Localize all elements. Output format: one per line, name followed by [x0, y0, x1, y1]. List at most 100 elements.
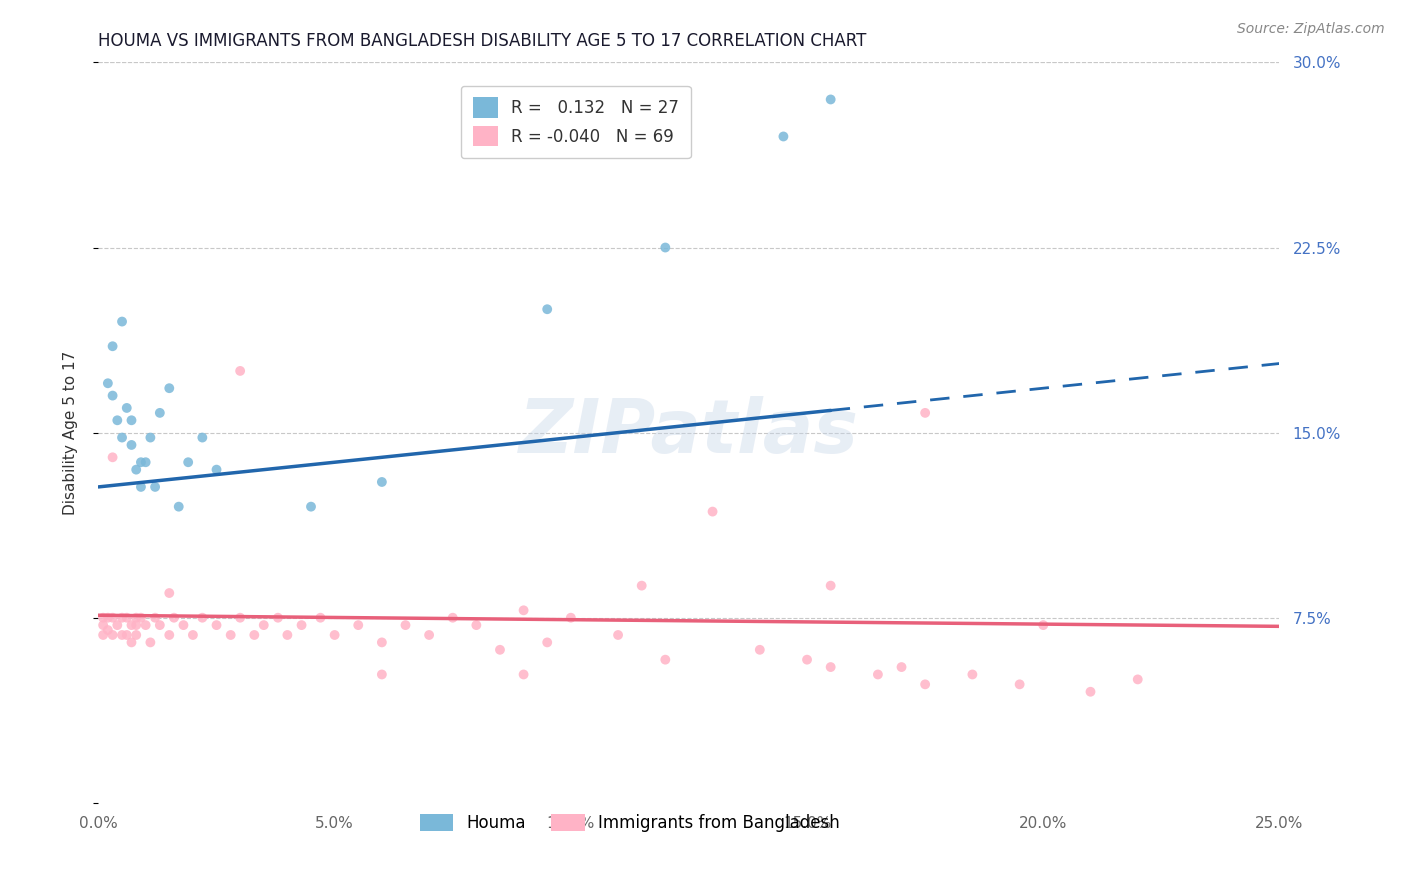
Point	[191, 431, 214, 445]
Point	[702, 505, 724, 519]
Point	[125, 462, 148, 476]
Point	[418, 628, 440, 642]
Point	[229, 364, 252, 378]
Point	[111, 431, 134, 445]
Point	[111, 628, 134, 642]
Point	[914, 677, 936, 691]
Point	[253, 618, 276, 632]
Point	[105, 618, 128, 632]
Point	[243, 628, 266, 642]
Point	[820, 92, 842, 106]
Point	[177, 455, 200, 469]
Point	[97, 376, 120, 391]
Point	[111, 314, 134, 328]
Point	[163, 610, 186, 624]
Point	[820, 660, 842, 674]
Text: Source: ZipAtlas.com: Source: ZipAtlas.com	[1237, 22, 1385, 37]
Point	[205, 618, 228, 632]
Point	[143, 610, 166, 624]
Point	[654, 653, 676, 667]
Point	[772, 129, 794, 144]
Point	[115, 401, 138, 415]
Point	[121, 413, 143, 427]
Point	[371, 635, 394, 649]
Point	[135, 618, 157, 632]
Point	[191, 610, 214, 624]
Point	[796, 653, 818, 667]
Point	[111, 610, 134, 624]
Point	[607, 628, 630, 642]
Point	[157, 586, 180, 600]
Point	[630, 579, 652, 593]
Point	[157, 628, 180, 642]
Point	[205, 462, 228, 476]
Point	[323, 628, 346, 642]
Point	[512, 667, 534, 681]
Point	[91, 628, 114, 642]
Point	[1080, 685, 1102, 699]
Point	[962, 667, 984, 681]
Point	[101, 388, 124, 402]
Point	[394, 618, 416, 632]
Point	[914, 406, 936, 420]
Point	[229, 610, 252, 624]
Point	[125, 628, 148, 642]
Point	[290, 618, 312, 632]
Point	[748, 642, 770, 657]
Point	[309, 610, 332, 624]
Point	[465, 618, 488, 632]
Point	[181, 628, 204, 642]
Point	[97, 610, 120, 624]
Point	[125, 618, 148, 632]
Point	[149, 618, 172, 632]
Point	[101, 628, 124, 642]
Point	[890, 660, 912, 674]
Point	[143, 480, 166, 494]
Y-axis label: Disability Age 5 to 17: Disability Age 5 to 17	[63, 351, 77, 515]
Point	[654, 240, 676, 255]
Point	[276, 628, 298, 642]
Point	[1032, 618, 1054, 632]
Point	[121, 438, 143, 452]
Point	[91, 618, 114, 632]
Point	[267, 610, 290, 624]
Point	[299, 500, 322, 514]
Point	[139, 431, 162, 445]
Point	[347, 618, 370, 632]
Point	[172, 618, 194, 632]
Point	[139, 635, 162, 649]
Point	[129, 455, 152, 469]
Point	[219, 628, 242, 642]
Point	[371, 475, 394, 489]
Point	[157, 381, 180, 395]
Point	[1008, 677, 1031, 691]
Point	[866, 667, 889, 681]
Point	[149, 406, 172, 420]
Point	[129, 480, 152, 494]
Point	[441, 610, 464, 624]
Legend: Houma, Immigrants from Bangladesh: Houma, Immigrants from Bangladesh	[413, 807, 846, 838]
Point	[105, 413, 128, 427]
Point	[1126, 673, 1149, 687]
Point	[536, 635, 558, 649]
Point	[97, 623, 120, 637]
Point	[167, 500, 190, 514]
Point	[101, 339, 124, 353]
Point	[121, 618, 143, 632]
Point	[371, 667, 394, 681]
Point	[820, 579, 842, 593]
Point	[536, 302, 558, 317]
Point	[512, 603, 534, 617]
Point	[101, 610, 124, 624]
Point	[125, 610, 148, 624]
Point	[91, 610, 114, 624]
Point	[121, 635, 143, 649]
Point	[129, 610, 152, 624]
Point	[489, 642, 512, 657]
Point	[135, 455, 157, 469]
Point	[101, 450, 124, 465]
Text: ZIPatlas: ZIPatlas	[519, 396, 859, 469]
Point	[115, 628, 138, 642]
Point	[560, 610, 582, 624]
Point	[115, 610, 138, 624]
